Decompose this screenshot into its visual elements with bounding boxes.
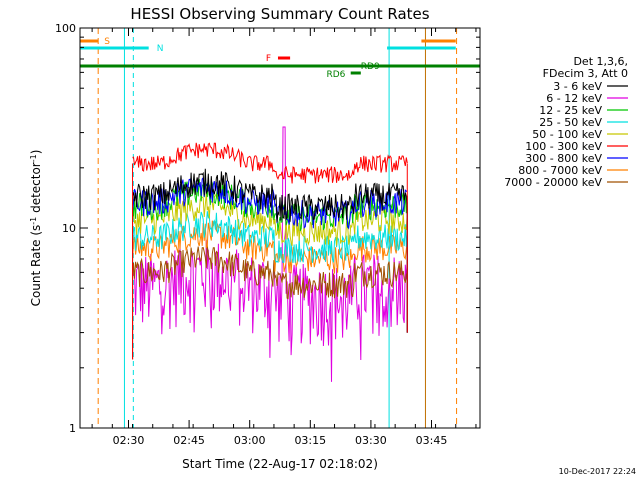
legend-label-5: 100 - 300 keV <box>525 140 602 153</box>
y-tick-label: 10 <box>62 222 76 235</box>
series-line-7 <box>132 220 408 274</box>
flag-label-rd9: RD9 <box>361 62 380 72</box>
legend-label-4: 50 - 100 keV <box>532 128 602 141</box>
legend-label-3: 25 - 50 keV <box>539 116 602 129</box>
series-line-8 <box>132 245 408 300</box>
legend-header-line-2: FDecim 3, Att 0 <box>543 67 628 80</box>
series-line-2 <box>132 178 408 232</box>
flag-label-rd6: RD6 <box>326 70 345 80</box>
series-line-5 <box>132 142 408 184</box>
chart-title: HESSI Observing Summary Count Rates <box>130 5 429 23</box>
footer-timestamp: 10-Dec-2017 22:24 <box>559 467 636 476</box>
legend-label-0: 3 - 6 keV <box>553 80 602 93</box>
y-tick-label: 100 <box>55 22 76 35</box>
plot-axes: 1 10 100 02:30 02:45 03:00 03:15 03:30 03:45 <box>55 22 481 447</box>
x-tick-label: 03:00 <box>234 434 266 447</box>
x-tick-label: 03:15 <box>294 434 326 447</box>
y-axis-label: Count Rate (s-1 detector-1) <box>29 150 44 307</box>
series-line-0 <box>132 168 408 222</box>
legend-label-6: 300 - 800 keV <box>525 152 602 165</box>
legend-header-line-1: Det 1,3,6, <box>573 55 628 68</box>
x-tick-label: 03:45 <box>416 434 448 447</box>
x-tick-label: 02:30 <box>113 434 145 447</box>
plot-data-layer: S N F RD9 RD6 <box>79 28 480 428</box>
legend-label-2: 12 - 25 keV <box>539 104 602 117</box>
flag-label-f: F <box>266 54 271 64</box>
flag-label-n: N <box>157 44 164 54</box>
series-line-1 <box>132 126 408 382</box>
x-axis-label: Start Time (22-Aug-17 02:18:02) <box>182 457 378 471</box>
series-line-3 <box>132 211 408 264</box>
x-tick-label: 02:45 <box>173 434 205 447</box>
y-tick-label: 1 <box>69 422 76 435</box>
legend-label-7: 800 - 7000 keV <box>518 164 602 177</box>
legend-label-1: 6 - 12 keV <box>546 92 602 105</box>
x-tick-label: 03:30 <box>355 434 387 447</box>
flag-label-s: S <box>104 37 110 47</box>
legend-label-8: 7000 - 20000 keV <box>504 176 602 189</box>
